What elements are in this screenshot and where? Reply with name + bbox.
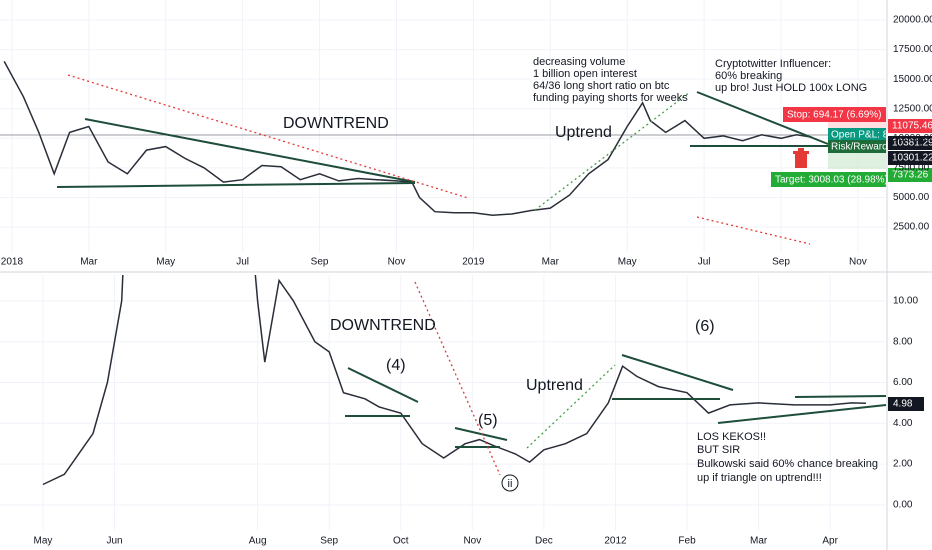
annotation: Bulkowski said 60% chance breaking <box>697 458 878 470</box>
y-tick-label: 12500.00 <box>893 103 932 114</box>
y-tick-label: 4.00 <box>893 418 913 429</box>
annotation: 1 billion open interest <box>533 68 637 80</box>
x-tick-label: Mar <box>750 536 768 547</box>
x-tick-label: Feb <box>678 536 696 547</box>
annotation: Uptrend <box>526 377 583 394</box>
x-tick-label: 2012 <box>604 536 627 547</box>
annotation: Uptrend <box>555 124 612 141</box>
pnl-label: Open P&L: 8 <box>831 130 889 141</box>
y-tick-label: 0.00 <box>893 500 913 511</box>
x-tick-label: Jul <box>698 257 711 268</box>
lines <box>3 61 867 486</box>
annotation: (6) <box>695 318 715 335</box>
grid <box>0 0 886 530</box>
y-tick-label: 15000.00 <box>893 74 932 85</box>
x-tick-label: May <box>33 536 52 547</box>
annotation: 64/36 long short ratio on btc <box>533 80 670 92</box>
x-tick-label: Sep <box>772 257 790 268</box>
annotation: DOWNTREND <box>283 115 389 132</box>
annotation: ii <box>508 478 513 490</box>
y-tick-label: 2.00 <box>893 459 913 470</box>
y-tick-label: 17500.00 <box>893 44 932 55</box>
price-label: 7373.26 <box>892 170 929 181</box>
annotation: BUT SIR <box>697 444 740 456</box>
y-tick-label: 10.00 <box>893 296 918 307</box>
y-tick-label: 5000.00 <box>893 192 930 203</box>
x-tick-label: May <box>618 257 637 268</box>
x-tick-label: Nov <box>388 257 406 268</box>
annotation: DOWNTREND <box>330 317 436 334</box>
stop-label: Stop: 694.17 (6.69%) <box>787 110 882 121</box>
x-tick-label: Nov <box>849 257 867 268</box>
target-label: Target: 3008.03 (28.98%) <box>775 175 888 186</box>
x-tick-label: Aug <box>249 536 267 547</box>
price-label: 10301.22 <box>892 153 932 164</box>
y-tick-label: 7500.00 <box>893 163 930 174</box>
annotation: LOS KEKOS!! <box>697 431 766 443</box>
x-tick-label: 2019 <box>462 257 485 268</box>
x-tick-label: Sep <box>320 536 338 547</box>
price-label: 4.98 <box>893 399 913 410</box>
annotations: DOWNTREND Uptrend decreasing volume 1 bi… <box>283 56 932 490</box>
x-tick-label: Jun <box>106 536 122 547</box>
x-tick-label: Oct <box>393 536 409 547</box>
price-line <box>42 275 867 486</box>
x-tick-label: Sep <box>311 257 329 268</box>
annotation: up bro! Just HOLD 100x LONG <box>715 82 867 94</box>
rr-label: Risk/Reward <box>831 142 888 153</box>
x-tick-label: Jul <box>236 257 249 268</box>
y-tick-label: 2500.00 <box>893 222 930 233</box>
annotation: funding paying shorts for weeks <box>533 92 688 104</box>
x-tick-label: 2018 <box>1 257 24 268</box>
x-tick-label: Mar <box>80 257 98 268</box>
y-tick-label: 20000.00 <box>893 15 932 26</box>
x-tick-label: Nov <box>463 536 481 547</box>
annotation: up if triangle on uptrend!!! <box>697 472 822 484</box>
price-label: 10381.29 <box>892 138 932 149</box>
x-tick-label: Dec <box>535 536 553 547</box>
annotation: decreasing volume <box>533 56 625 68</box>
annotation: 60% breaking <box>715 70 782 82</box>
x-tick-label: Mar <box>542 257 560 268</box>
y-tick-label: 6.00 <box>893 377 913 388</box>
price-label: 11075.46 <box>892 121 932 132</box>
x-tick-label: Apr <box>822 536 838 547</box>
y-tick-label: 10000.00 <box>893 133 932 144</box>
annotation: Cryptotwitter Influencer: <box>715 58 831 70</box>
drawings <box>56 74 932 492</box>
annotation: (5) <box>478 412 498 429</box>
x-tick-label: May <box>156 257 175 268</box>
y-tick-label: 8.00 <box>893 336 913 347</box>
price-line <box>3 61 812 216</box>
annotation: (4) <box>386 357 406 374</box>
